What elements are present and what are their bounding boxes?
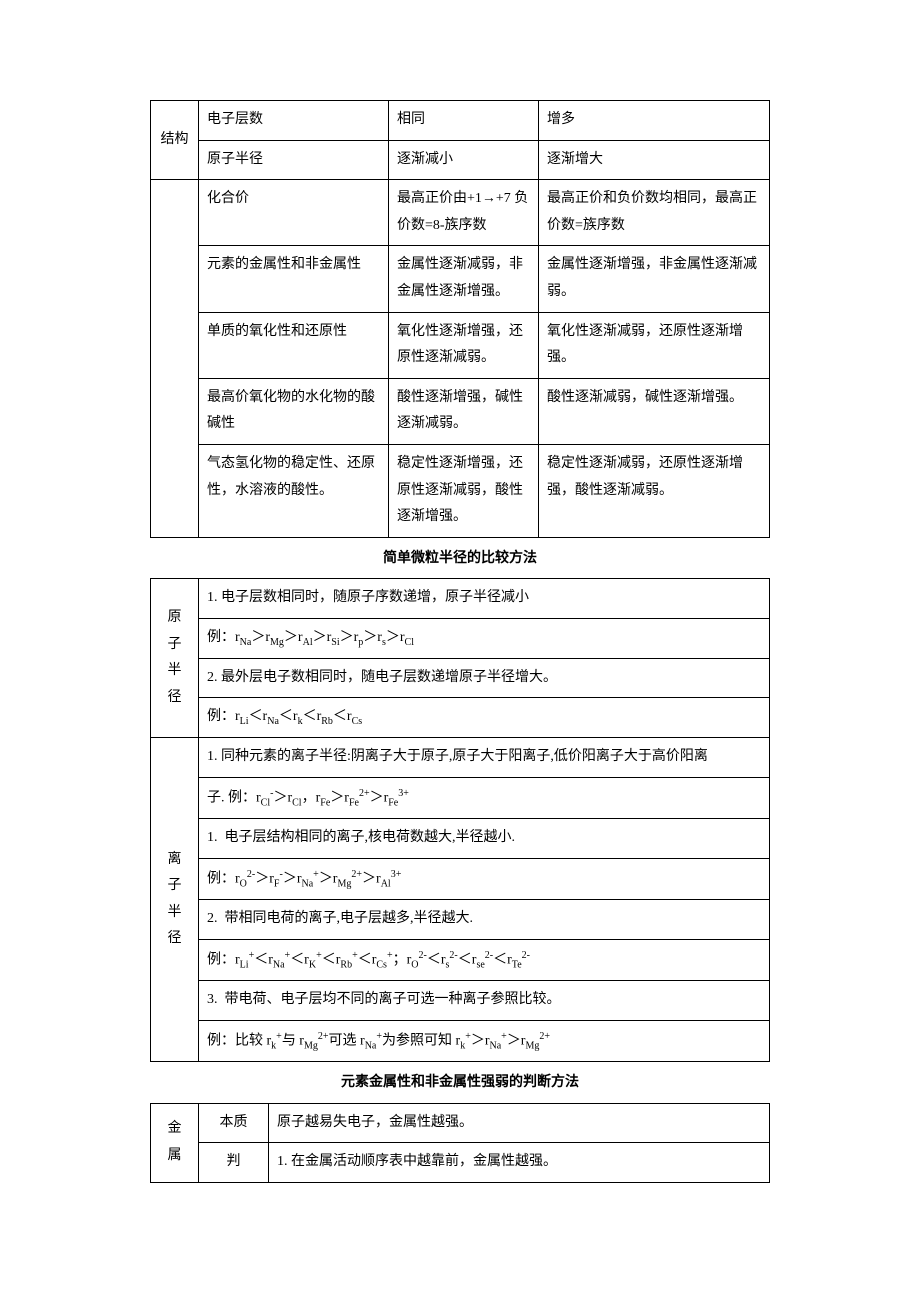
cell: 子. 例：rCl-＞rCl，rFe＞rFe2+＞rFe3+ — [199, 777, 770, 818]
cell: 金属性逐渐减弱，非金属性逐渐增强。 — [389, 246, 539, 312]
periodic-properties-table: 结构 电子层数 相同 增多 原子半径 逐渐减小 逐渐增大 化合价 最高正价由+1… — [150, 100, 770, 538]
cell: 原子越易失电子，金属性越强。 — [269, 1103, 770, 1143]
cell: 1. 在金属活动顺序表中越靠前，金属性越强。 — [269, 1143, 770, 1183]
cell: 最高正价由+1→+7 负价数=8-族序数 — [389, 180, 539, 246]
cell-ion-radius: 离 子 半 径 — [151, 738, 199, 1062]
cell: 氧化性逐渐增强，还原性逐渐减弱。 — [389, 312, 539, 378]
cell: 2. 最外层电子数相同时，随电子层数递增原子半径增大。 — [199, 658, 770, 698]
cell: 1. 电子层数相同时，随原子序数递增，原子半径减小 — [199, 579, 770, 619]
cell: 酸性逐渐增强，碱性逐渐减弱。 — [389, 378, 539, 444]
cell-structure: 结构 — [151, 101, 199, 180]
cell: 相同 — [389, 101, 539, 141]
cell-metal: 金 属 — [151, 1103, 199, 1182]
cell-empty — [151, 180, 199, 538]
section-title-radius: 简单微粒半径的比较方法 — [150, 546, 770, 573]
cell: 化合价 — [199, 180, 389, 246]
cell: 稳定性逐渐减弱，还原性逐渐增强，酸性逐渐减弱。 — [539, 444, 770, 537]
cell: 逐渐减小 — [389, 140, 539, 180]
cell: 例：rNa＞rMg＞rAl＞rSi＞rp＞rs＞rCl — [199, 618, 770, 658]
cell: 金属性逐渐增强，非金属性逐渐减弱。 — [539, 246, 770, 312]
cell: 气态氢化物的稳定性、还原性，水溶液的酸性。 — [199, 444, 389, 537]
cell: 稳定性逐渐增强，还原性逐渐减弱，酸性逐渐增强。 — [389, 444, 539, 537]
cell: 逐渐增大 — [539, 140, 770, 180]
cell: 增多 — [539, 101, 770, 141]
cell: 氧化性逐渐减弱，还原性逐渐增强。 — [539, 312, 770, 378]
cell: 单质的氧化性和还原性 — [199, 312, 389, 378]
cell: 2. 带相同电荷的离子,电子层越多,半径越大. — [199, 900, 770, 940]
cell-atomic-radius: 原 子 半 径 — [151, 579, 199, 738]
cell: 判 — [199, 1143, 269, 1183]
cell: 例：rLi＜rNa＜rk＜rRb＜rCs — [199, 698, 770, 738]
cell: 元素的金属性和非金属性 — [199, 246, 389, 312]
cell: 例：比较 rk+与 rMg2+可选 rNa+为参照可知 rk+＞rNa+＞rMg… — [199, 1020, 770, 1061]
cell: 酸性逐渐减弱，碱性逐渐增强。 — [539, 378, 770, 444]
cell: 1. 同种元素的离子半径:阴离子大于原子,原子大于阳离子,低价阳离子大于高价阳离 — [199, 738, 770, 778]
cell: 1. 电子层结构相同的离子,核电荷数越大,半径越小. — [199, 819, 770, 859]
cell: 最高正价和负价数均相同，最高正价数=族序数 — [539, 180, 770, 246]
cell: 本质 — [199, 1103, 269, 1143]
radius-comparison-table: 原 子 半 径 1. 电子层数相同时，随原子序数递增，原子半径减小 例：rNa＞… — [150, 578, 770, 1062]
cell: 3. 带电荷、电子层均不同的离子可选一种离子参照比较。 — [199, 981, 770, 1021]
cell: 例：rO2-＞rF-＞rNa+＞rMg2+＞rAl3+ — [199, 858, 770, 899]
cell: 电子层数 — [199, 101, 389, 141]
metallic-judgment-table: 金 属 本质 原子越易失电子，金属性越强。 判 1. 在金属活动顺序表中越靠前，… — [150, 1103, 770, 1183]
cell: 原子半径 — [199, 140, 389, 180]
cell: 最高价氧化物的水化物的酸碱性 — [199, 378, 389, 444]
section-title-metallic: 元素金属性和非金属性强弱的判断方法 — [150, 1070, 770, 1097]
cell: 例：rLi+＜rNa+＜rK+＜rRb+＜rCs+；rO2-＜rs2-＜rse2… — [199, 939, 770, 980]
